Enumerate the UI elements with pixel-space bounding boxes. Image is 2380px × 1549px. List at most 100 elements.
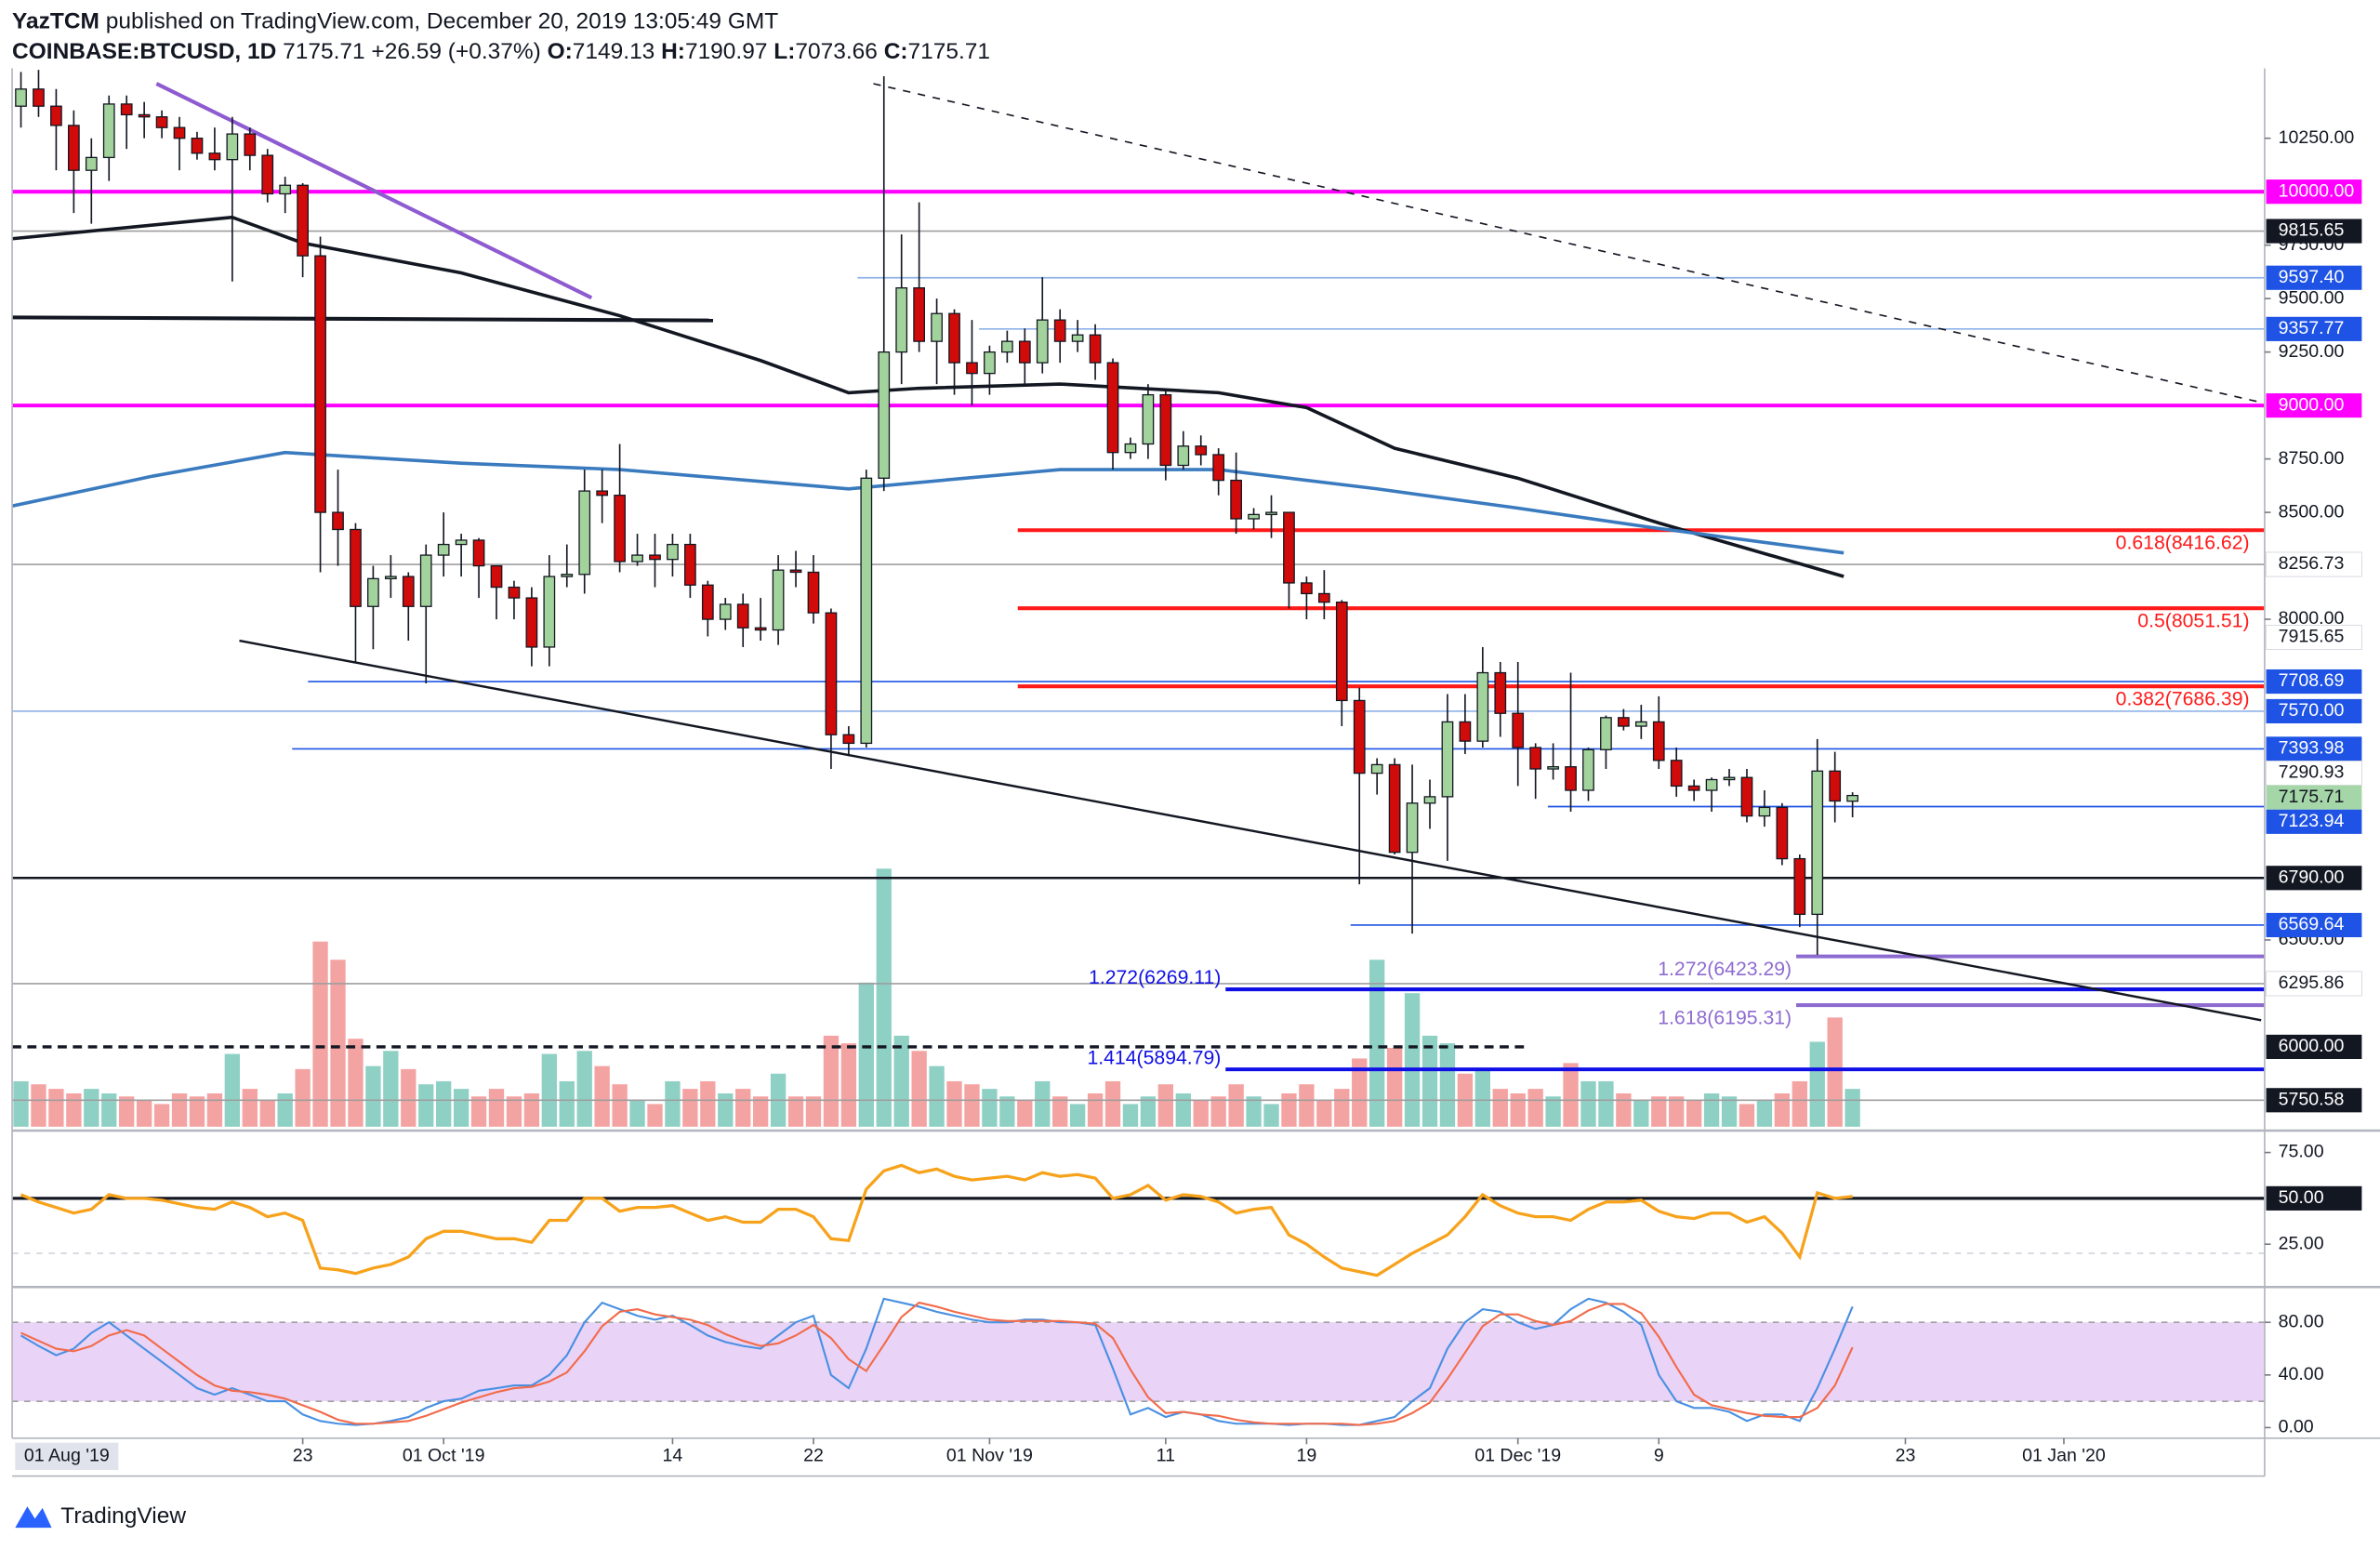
publish-line: YazTCM published on TradingView.com, Dec… [12, 9, 778, 34]
volume-bar [594, 1066, 610, 1127]
volume-bar [31, 1084, 46, 1127]
volume-bar [1316, 1099, 1332, 1127]
candle-body [1053, 319, 1066, 342]
price-tag [2266, 698, 2362, 723]
volume-bar [1721, 1096, 1738, 1127]
candle-body [279, 184, 292, 195]
volume-bar [1017, 1099, 1033, 1127]
price-tag [2266, 624, 2362, 650]
rsi-pane [12, 1163, 2265, 1278]
volume-bar [1669, 1096, 1685, 1127]
candle-body [860, 477, 873, 745]
volume-bar [1157, 1084, 1174, 1127]
candle-body [67, 125, 80, 171]
volume-bar [876, 868, 892, 1127]
candle-body [50, 105, 62, 126]
volume-bar [1598, 1080, 1614, 1127]
price-tag [2266, 393, 2362, 418]
moving-average [12, 450, 1844, 555]
candle-body [931, 312, 943, 342]
volume-bar [612, 1084, 628, 1127]
candle-body [1811, 770, 1824, 916]
price-tag-label: 7708.69 [2279, 670, 2345, 691]
price-tag [2266, 265, 2362, 290]
brand: TradingView [60, 1503, 186, 1529]
moving-average [12, 215, 1844, 578]
stoch-pane [12, 1297, 2265, 1426]
volume-bar [1246, 1096, 1262, 1127]
volume-bar [259, 1099, 275, 1127]
y-tick-label: 75.00 [2279, 1142, 2324, 1162]
candle-body [437, 543, 450, 556]
candle-body [878, 351, 891, 479]
x-tick-label: 01 Oct '19 [403, 1446, 485, 1466]
candle-body [1459, 721, 1472, 742]
volume-bar [1404, 993, 1421, 1127]
candle-body [1406, 802, 1419, 854]
price-tag [2266, 912, 2362, 938]
volume-bar [171, 1093, 188, 1127]
volume-bar [1263, 1104, 1279, 1127]
candle-body [1018, 340, 1031, 364]
volume-bar [330, 960, 346, 1127]
volume-bar [647, 1104, 663, 1127]
volume-bar [1545, 1096, 1561, 1127]
volume-bar [119, 1096, 135, 1127]
volume-bar [1052, 1096, 1068, 1127]
candle-body [1353, 699, 1366, 774]
volume-bar [735, 1089, 751, 1127]
y-tick-label: 25.00 [2279, 1233, 2324, 1253]
candle-body [1512, 712, 1525, 748]
candle-body [1317, 592, 1330, 603]
volume-bar [277, 1093, 293, 1127]
y-tick-label: 50.00 [2279, 1187, 2324, 1208]
volume-bar [523, 1093, 540, 1127]
volume-bar [470, 1096, 487, 1127]
candle-body [102, 103, 115, 159]
volume-bar [1228, 1084, 1244, 1127]
candle-body [1283, 511, 1295, 584]
volume-bar [787, 1096, 804, 1127]
candle-body [350, 528, 362, 607]
candle-body [614, 495, 626, 563]
candle-body [1142, 393, 1155, 445]
volume-bar [242, 1089, 258, 1127]
price-tag-label: 5750.58 [2279, 1089, 2345, 1109]
candle-body [402, 576, 415, 607]
price-tag-label: 6569.64 [2279, 914, 2345, 934]
volume-bar [436, 1080, 452, 1127]
candle-body [807, 571, 820, 614]
volume-bar [1633, 1099, 1649, 1127]
volume-bar [1299, 1084, 1315, 1127]
x-tick-label: 23 [293, 1446, 313, 1466]
volume-bar [488, 1089, 505, 1127]
price-pane: 0.618(8416.62) 0.5(8051.51) 0.382(7686.39)… [12, 70, 2265, 1127]
price-tag-label: 7393.98 [2279, 738, 2345, 759]
stoch-line [20, 1297, 1854, 1426]
footer-logo: TradingView [15, 1503, 186, 1529]
volume-bar [929, 1066, 945, 1127]
high-label: H: [661, 40, 685, 65]
volume-bar [189, 1096, 205, 1127]
candle-body [1423, 796, 1436, 804]
candle-body [825, 612, 838, 735]
candle-body [332, 511, 344, 531]
candle-body [472, 539, 485, 567]
x-start-label: 01 Aug '19 [24, 1446, 110, 1466]
volume-bar [312, 941, 328, 1127]
x-start-tag [15, 1442, 119, 1471]
candle-body [789, 569, 802, 574]
volume-bar [1774, 1093, 1791, 1127]
volume-bar [629, 1099, 645, 1127]
volume-bar [383, 1051, 399, 1127]
candle-body [297, 184, 309, 257]
axes: 10250.009750.009500.009250.008750.008500… [11, 68, 2380, 1477]
price-tag-label: 9815.65 [2279, 220, 2345, 241]
last-price: 7175.71 [283, 40, 364, 65]
candle-body [649, 554, 661, 561]
volume-bar [576, 1051, 592, 1127]
candle-body [842, 734, 855, 745]
price-tag-label: 6790.00 [2279, 867, 2345, 887]
volume-bar [718, 1093, 734, 1127]
volume-bar [752, 1096, 769, 1127]
